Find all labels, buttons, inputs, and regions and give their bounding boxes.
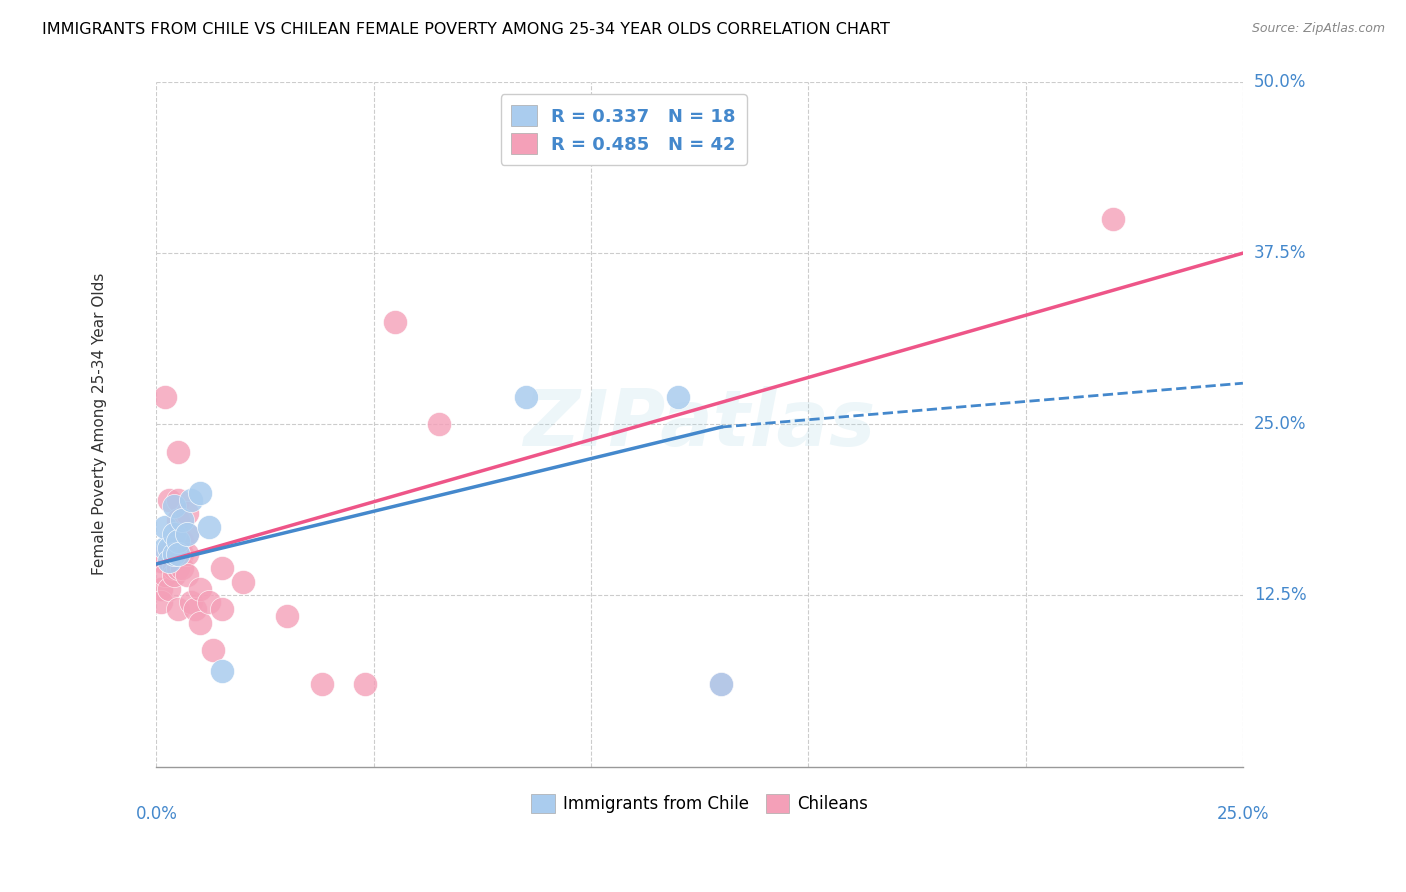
Point xyxy=(157,554,180,568)
Point xyxy=(354,677,377,691)
Point xyxy=(163,547,186,561)
Point xyxy=(163,547,186,561)
Point xyxy=(211,664,233,678)
Legend: Immigrants from Chile, Chileans: Immigrants from Chile, Chileans xyxy=(524,788,875,820)
Point xyxy=(153,541,176,555)
Point xyxy=(211,602,233,616)
Point xyxy=(167,547,190,561)
Point xyxy=(172,561,194,575)
Point xyxy=(311,677,333,691)
Point xyxy=(167,561,190,575)
Point xyxy=(197,520,219,534)
Point xyxy=(167,492,190,507)
Point xyxy=(176,568,198,582)
Point xyxy=(149,595,172,609)
Point xyxy=(427,417,450,432)
Point xyxy=(167,602,190,616)
Point xyxy=(201,643,224,657)
Point xyxy=(176,526,198,541)
Text: 50.0%: 50.0% xyxy=(1254,73,1306,91)
Point xyxy=(157,547,180,561)
Point xyxy=(153,390,176,404)
Point xyxy=(211,561,233,575)
Text: ZIPatlas: ZIPatlas xyxy=(523,386,876,462)
Point xyxy=(172,513,194,527)
Text: Source: ZipAtlas.com: Source: ZipAtlas.com xyxy=(1251,22,1385,36)
Point xyxy=(157,582,180,596)
Point xyxy=(1101,211,1123,226)
Point xyxy=(167,533,190,548)
Point xyxy=(153,568,176,582)
Point xyxy=(163,561,186,575)
Point xyxy=(176,526,198,541)
Point xyxy=(149,554,172,568)
Point xyxy=(153,520,176,534)
Point xyxy=(188,582,211,596)
Text: IMMIGRANTS FROM CHILE VS CHILEAN FEMALE POVERTY AMONG 25-34 YEAR OLDS CORRELATIO: IMMIGRANTS FROM CHILE VS CHILEAN FEMALE … xyxy=(42,22,890,37)
Point xyxy=(167,444,190,458)
Point xyxy=(149,582,172,596)
Point xyxy=(172,547,194,561)
Point xyxy=(163,500,186,514)
Text: 0.0%: 0.0% xyxy=(135,805,177,823)
Point xyxy=(188,485,211,500)
Point xyxy=(163,526,186,541)
Point xyxy=(180,595,202,609)
Text: 12.5%: 12.5% xyxy=(1254,586,1306,605)
Point xyxy=(197,595,219,609)
Text: 25.0%: 25.0% xyxy=(1216,805,1270,823)
Point xyxy=(666,390,689,404)
Point xyxy=(188,615,211,630)
Point xyxy=(515,390,537,404)
Point xyxy=(184,602,207,616)
Point xyxy=(163,568,186,582)
Point xyxy=(157,541,180,555)
Point xyxy=(710,677,733,691)
Text: Female Poverty Among 25-34 Year Olds: Female Poverty Among 25-34 Year Olds xyxy=(93,273,107,575)
Text: 25.0%: 25.0% xyxy=(1254,416,1306,434)
Point xyxy=(176,547,198,561)
Text: 37.5%: 37.5% xyxy=(1254,244,1306,262)
Point xyxy=(167,513,190,527)
Point xyxy=(167,533,190,548)
Point xyxy=(167,547,190,561)
Point xyxy=(276,609,298,624)
Point xyxy=(153,547,176,561)
Point xyxy=(157,492,180,507)
Point xyxy=(384,315,406,329)
Point xyxy=(710,677,733,691)
Point xyxy=(180,492,202,507)
Point xyxy=(172,533,194,548)
Point xyxy=(176,506,198,520)
Point xyxy=(232,574,254,589)
